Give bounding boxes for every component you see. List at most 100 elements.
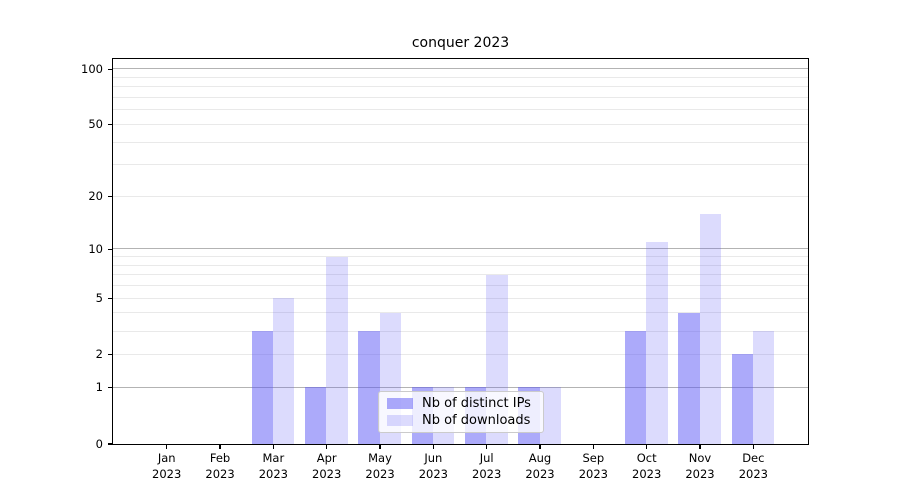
x-tick-year: 2023 xyxy=(632,466,662,481)
x-tick-year: 2023 xyxy=(205,466,235,481)
minor-gridline xyxy=(112,353,808,355)
x-tick-year: 2023 xyxy=(685,466,715,481)
minor-gridline xyxy=(112,76,808,78)
bar-downloads xyxy=(326,256,348,444)
legend-swatch-downloads xyxy=(387,414,413,426)
x-tick-mark xyxy=(752,444,754,449)
minor-gridline xyxy=(112,330,808,332)
x-tick-mark xyxy=(699,444,701,449)
x-tick-mark xyxy=(272,444,274,449)
x-tick-mark xyxy=(379,444,381,449)
y-tick-mark xyxy=(107,196,113,198)
x-tick-month: Sep xyxy=(582,451,605,465)
x-tick-year: 2023 xyxy=(472,466,502,481)
y-tick-mark xyxy=(107,124,113,126)
y-tick-label: 5 xyxy=(95,291,103,306)
minor-gridline xyxy=(112,109,808,111)
legend-item: Nb of downloads xyxy=(387,413,533,428)
x-tick-label: Apr 2023 xyxy=(297,451,357,482)
legend-label: Nb of downloads xyxy=(422,412,531,428)
x-tick-year: 2023 xyxy=(418,466,448,481)
x-tick-month: Feb xyxy=(209,451,231,465)
x-tick-month: Dec xyxy=(742,451,765,465)
chart-title: conquer 2023 xyxy=(411,35,510,51)
x-tick-month: Jun xyxy=(424,451,443,465)
bar-distinct-ips xyxy=(731,354,753,444)
minor-gridline xyxy=(112,141,808,143)
x-tick-year: 2023 xyxy=(738,466,768,481)
minor-gridline xyxy=(112,86,808,88)
minor-gridline xyxy=(112,123,808,125)
x-tick-month: Jan xyxy=(157,451,176,465)
x-tick-mark xyxy=(432,444,434,449)
minor-gridline xyxy=(112,97,808,99)
legend: Nb of distinct IPs Nb of downloads xyxy=(378,391,544,433)
bar-downloads xyxy=(646,241,668,444)
x-tick-month: Jul xyxy=(479,451,494,465)
legend-label: Nb of distinct IPs xyxy=(422,396,531,412)
x-tick-year: 2023 xyxy=(365,466,395,481)
y-tick-mark xyxy=(107,387,113,389)
x-tick-mark xyxy=(486,444,488,449)
x-tick-month: Nov xyxy=(688,451,712,465)
y-tick-mark xyxy=(107,297,113,300)
y-tick-label: 20 xyxy=(88,189,103,204)
bar-distinct-ips xyxy=(624,331,647,444)
x-tick-mark xyxy=(646,444,648,449)
y-tick-mark xyxy=(107,248,113,250)
x-tick-label: Jul 2023 xyxy=(457,451,517,482)
legend-item: Nb of distinct IPs xyxy=(387,396,533,411)
bar-distinct-ips xyxy=(678,312,700,444)
x-tick-mark xyxy=(166,444,168,449)
minor-gridline xyxy=(112,297,808,299)
x-tick-label: Oct 2023 xyxy=(617,451,677,482)
x-tick-year: 2023 xyxy=(312,466,342,481)
x-tick-month: Mar xyxy=(262,451,285,465)
x-tick-month: Oct xyxy=(636,451,657,465)
x-tick-label: Mar 2023 xyxy=(243,451,303,482)
x-tick-label: Feb 2023 xyxy=(190,451,250,482)
minor-gridline xyxy=(112,312,808,314)
x-tick-year: 2023 xyxy=(525,466,555,481)
x-tick-year: 2023 xyxy=(578,466,608,481)
bar-downloads xyxy=(539,387,561,444)
minor-gridline xyxy=(112,264,808,266)
y-tick-label: 10 xyxy=(88,241,103,256)
major-gridline xyxy=(112,386,808,388)
x-tick-month: Aug xyxy=(528,451,552,465)
legend-swatch-distinct-ips xyxy=(387,398,413,410)
bar-downloads xyxy=(752,331,775,444)
y-tick-mark xyxy=(107,68,113,70)
x-tick-label: Aug 2023 xyxy=(510,451,570,482)
x-tick-label: Nov 2023 xyxy=(670,451,730,482)
minor-gridline xyxy=(112,274,808,276)
x-tick-month: Apr xyxy=(316,451,337,465)
x-tick-label: Jun 2023 xyxy=(403,451,463,482)
x-tick-year: 2023 xyxy=(152,466,182,481)
x-tick-month: May xyxy=(368,451,392,465)
x-tick-mark xyxy=(592,444,594,449)
bar-distinct-ips xyxy=(251,331,273,444)
y-tick-label: 50 xyxy=(88,117,103,132)
y-tick-label: 0 xyxy=(95,436,103,451)
x-tick-label: May 2023 xyxy=(350,451,410,482)
y-tick-label: 1 xyxy=(95,380,103,395)
minor-gridline xyxy=(112,195,808,197)
y-tick-mark xyxy=(107,354,113,356)
bar-distinct-ips xyxy=(304,387,327,444)
bar-downloads xyxy=(699,213,721,444)
y-tick-label: 100 xyxy=(81,61,103,76)
x-tick-year: 2023 xyxy=(258,466,288,481)
bar-distinct-ips xyxy=(358,331,380,444)
x-tick-label: Dec 2023 xyxy=(723,451,783,482)
y-tick-label: 2 xyxy=(95,347,103,362)
x-tick-mark xyxy=(219,444,221,449)
x-tick-mark xyxy=(326,444,328,449)
x-tick-label: Sep 2023 xyxy=(563,451,623,482)
major-gridline xyxy=(112,68,808,70)
bar-downloads xyxy=(272,298,295,444)
x-tick-mark xyxy=(539,444,541,449)
plot-area xyxy=(111,57,809,445)
minor-gridline xyxy=(112,256,808,258)
